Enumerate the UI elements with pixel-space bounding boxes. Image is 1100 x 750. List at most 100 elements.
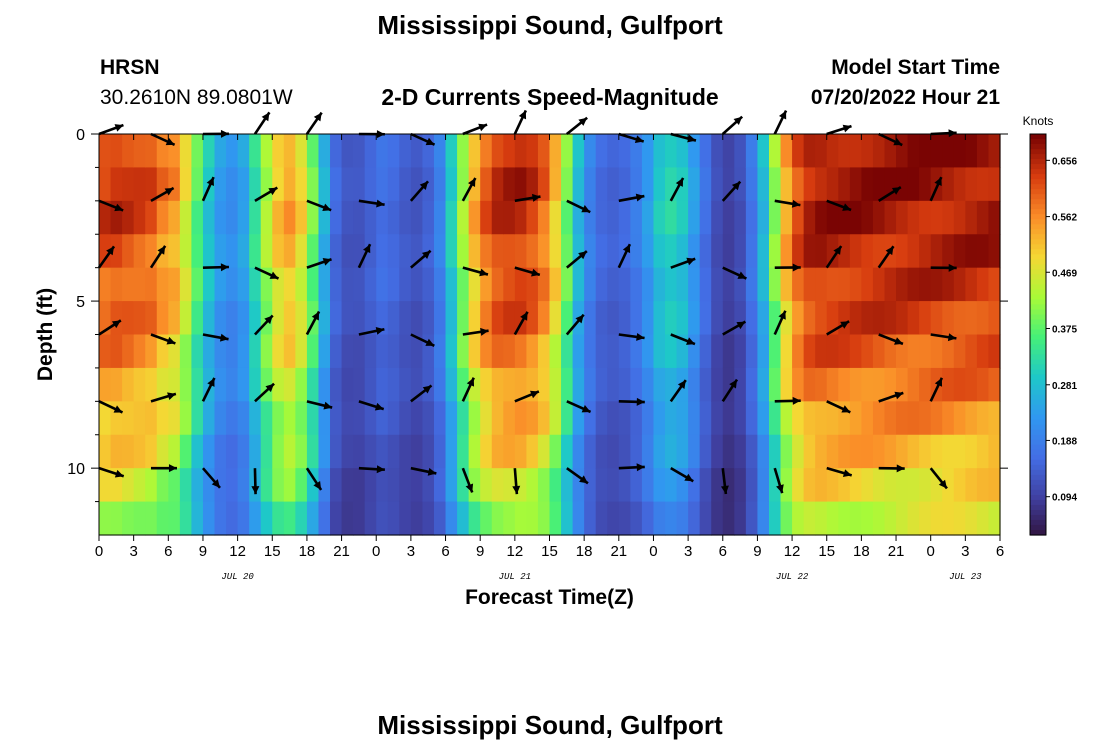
heatmap-cell	[768, 200, 782, 235]
heatmap-cell	[976, 501, 990, 536]
heatmap-cell	[99, 334, 112, 369]
heatmap-cell	[156, 301, 169, 336]
heatmap-cell	[607, 134, 620, 169]
colorbar-step	[1030, 169, 1046, 175]
heatmap-cell	[295, 468, 308, 503]
heatmap-cell	[526, 468, 539, 503]
heatmap-cell	[815, 167, 828, 202]
heatmap-cell	[826, 367, 839, 402]
heatmap-cell	[780, 434, 793, 469]
heatmap-cell	[780, 367, 793, 402]
heatmap-cell	[561, 234, 574, 269]
chart-title: 2-D Currents Speed-Magnitude	[381, 84, 719, 110]
heatmap-cell	[260, 468, 273, 503]
heatmap-cell	[561, 167, 574, 202]
heatmap-cell	[341, 200, 354, 235]
heatmap-cell	[584, 468, 597, 503]
heatmap-cell	[745, 234, 759, 269]
heatmap-cell	[688, 468, 701, 503]
heatmap-cell	[711, 334, 724, 369]
heatmap-cell	[561, 267, 574, 302]
heatmap-cell	[561, 134, 574, 169]
heatmap-cell	[618, 301, 631, 336]
heatmap-cell	[457, 301, 470, 336]
heatmap-cell	[711, 468, 724, 503]
heatmap-cell	[861, 401, 874, 436]
heatmap-cell	[896, 501, 909, 536]
heatmap-cell	[387, 234, 400, 269]
heatmap-cell	[99, 401, 112, 436]
heatmap-cell	[156, 367, 169, 402]
heatmap-cell	[919, 434, 932, 469]
heatmap-cell	[780, 234, 793, 269]
current-arrowhead	[948, 129, 957, 138]
heatmap-cell	[792, 200, 805, 235]
heatmap-cell	[757, 200, 770, 235]
colorbar-step	[1030, 264, 1046, 270]
heatmap-cell	[942, 301, 955, 336]
current-arrowhead	[425, 338, 435, 346]
y-axis: 0 5 10 Depth (ft)	[34, 127, 1008, 503]
current-arrowhead	[478, 123, 488, 132]
colorbar-step	[1030, 314, 1046, 321]
current-arrowhead	[211, 479, 220, 488]
heatmap-cell	[896, 167, 909, 202]
heatmap-cell	[353, 134, 366, 169]
heatmap-cell	[618, 267, 631, 302]
heatmap-cell	[561, 367, 574, 402]
heatmap-cell	[965, 434, 978, 469]
colorbar-step	[1030, 139, 1046, 145]
heatmap-cell	[780, 301, 793, 336]
heatmap-cell	[503, 200, 516, 235]
heatmap-cell	[988, 267, 1001, 302]
heatmap-cell	[734, 334, 747, 369]
heatmap-cell	[133, 401, 146, 436]
heatmap-cell	[630, 234, 643, 269]
current-arrowhead	[167, 392, 176, 401]
heatmap-cell	[745, 434, 759, 469]
heatmap-cell	[353, 401, 366, 436]
current-arrowhead	[894, 337, 903, 345]
heatmap-cell	[260, 501, 273, 536]
heatmap-cell	[745, 468, 759, 503]
heatmap-cell	[468, 301, 481, 336]
heatmap-cell	[514, 234, 527, 269]
heatmap-cell	[572, 167, 585, 202]
colorbar-step	[1030, 239, 1046, 245]
heatmap-cell	[410, 167, 424, 202]
heatmap-cell	[607, 367, 620, 402]
heatmap-cell	[514, 200, 527, 235]
current-arrowhead	[636, 397, 645, 406]
heatmap-cell	[202, 234, 216, 269]
heatmap-cell	[607, 434, 620, 469]
heatmap-cell	[491, 367, 504, 402]
heatmap-cell	[872, 200, 886, 235]
current-arrowhead	[578, 117, 588, 126]
heatmap-cell	[965, 267, 978, 302]
current-arrowhead	[778, 310, 786, 320]
heatmap-cell	[249, 134, 262, 169]
heatmap-cell	[976, 301, 990, 336]
heatmap-cell	[468, 367, 481, 402]
colorbar-step	[1030, 184, 1046, 190]
heatmap-cell	[676, 301, 689, 336]
x-tick-label: 15	[818, 543, 835, 560]
current-arrowhead	[479, 268, 488, 277]
heatmap-cell	[930, 334, 943, 369]
heatmap-cell	[942, 501, 955, 536]
heatmap-cell	[561, 501, 574, 536]
heatmap-cell	[179, 167, 193, 202]
heatmap-cell	[376, 301, 389, 336]
heatmap-cell	[226, 167, 239, 202]
heatmap-cell	[491, 200, 504, 235]
heatmap-cell	[884, 468, 897, 503]
heatmap-cell	[295, 167, 308, 202]
heatmap-cell	[907, 167, 920, 202]
heatmap-cell	[226, 301, 239, 336]
heatmap-cell	[688, 367, 701, 402]
heatmap-cell	[780, 334, 793, 369]
heatmap-cell	[665, 334, 678, 369]
heatmap-cell	[641, 367, 655, 402]
heatmap-cell	[768, 301, 782, 336]
heatmap-cell	[433, 301, 447, 336]
